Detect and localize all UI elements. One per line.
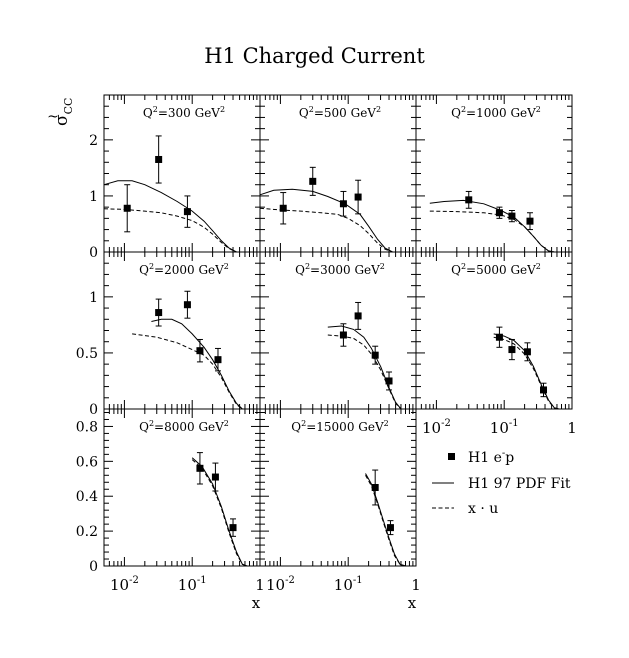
data-point [196,464,204,472]
xu-curve [365,475,406,567]
fit-curve [151,318,243,410]
x-tick-label: 10-2 [110,575,139,594]
y-tick-label: 1 [89,290,98,306]
data-point [540,386,548,394]
x-tick-label: 1 [567,419,577,437]
x-tick-label: 10-1 [178,575,207,594]
panel-label: Q2=8000 GeV2 [139,419,229,434]
data-point [523,348,531,356]
fit-curve [429,199,555,253]
data-point [371,351,379,359]
panel-label: Q2=15000 GeV2 [291,419,388,434]
y-axis-tilde: ~ [47,109,59,125]
data-point [508,346,516,354]
data-point [495,333,503,341]
xu-curve [493,336,560,410]
data-point [526,217,534,225]
chart-title: H1 Charged Current [204,44,425,68]
y-tick-label: 2 [89,133,98,149]
data-point [183,208,191,216]
panel-label: Q2=5000 GeV2 [451,262,541,277]
panel-label: Q2=300 GeV2 [143,105,225,120]
fit-curve [493,333,560,410]
y-axis-label: σCC [52,98,75,126]
fit-curve [259,188,393,253]
panel-label: Q2=1000 GeV2 [451,105,541,120]
y-tick-label: 0.2 [76,524,98,540]
xu-curve [259,207,393,253]
data-point [339,200,347,208]
panel-label: Q2=500 GeV2 [299,105,381,120]
data-point [386,524,394,532]
x-tick-label: 1 [411,576,421,594]
x-axis-label: x [252,594,261,612]
fit-curve [103,180,237,253]
y-tick-label: 1 [89,189,98,205]
data-point [495,209,503,217]
xu-curve [103,208,237,253]
legend-label: x · u [468,501,498,517]
data-point [214,356,222,364]
data-point [279,204,287,212]
data-point [309,177,317,185]
x-tick-label: 10-1 [490,418,519,437]
panel-label: Q2=2000 GeV2 [139,262,229,277]
x-tick-label: 10-2 [266,575,295,594]
data-point [371,484,379,491]
data-point [123,204,131,212]
data-point [183,301,191,309]
xu-curve [429,210,555,253]
xu-curve [132,333,243,410]
data-point [155,309,163,317]
data-point [508,212,516,220]
legend-label: H1 97 PDF Fit [468,476,571,492]
x-tick-label: 10-1 [334,575,363,594]
data-point [339,331,347,339]
fit-curve [191,457,248,567]
data-point [465,196,473,204]
data-point [354,312,362,320]
data-point [196,347,204,355]
data-point [155,155,163,163]
y-tick-label: 0.5 [76,346,98,362]
legend-label: H1 e-p [468,448,514,466]
xu-curve [191,459,248,567]
y-tick-label: 0.4 [76,489,98,505]
x-axis-label: x [408,594,417,612]
y-tick-label: 0 [89,559,98,575]
data-point [229,524,237,532]
y-tick-label: 0 [89,402,98,418]
legend-marker [448,453,455,460]
y-tick-label: 0.8 [76,419,98,435]
y-tick-label: 0 [89,245,98,261]
data-point [385,377,393,385]
fit-curve [327,325,402,410]
x-tick-label: 10-2 [422,418,451,437]
data-point [211,473,219,481]
x-tick-label: 1 [255,576,265,594]
y-tick-label: 0.6 [76,454,98,470]
data-point [354,193,362,201]
panel-label: Q2=3000 GeV2 [295,262,385,277]
